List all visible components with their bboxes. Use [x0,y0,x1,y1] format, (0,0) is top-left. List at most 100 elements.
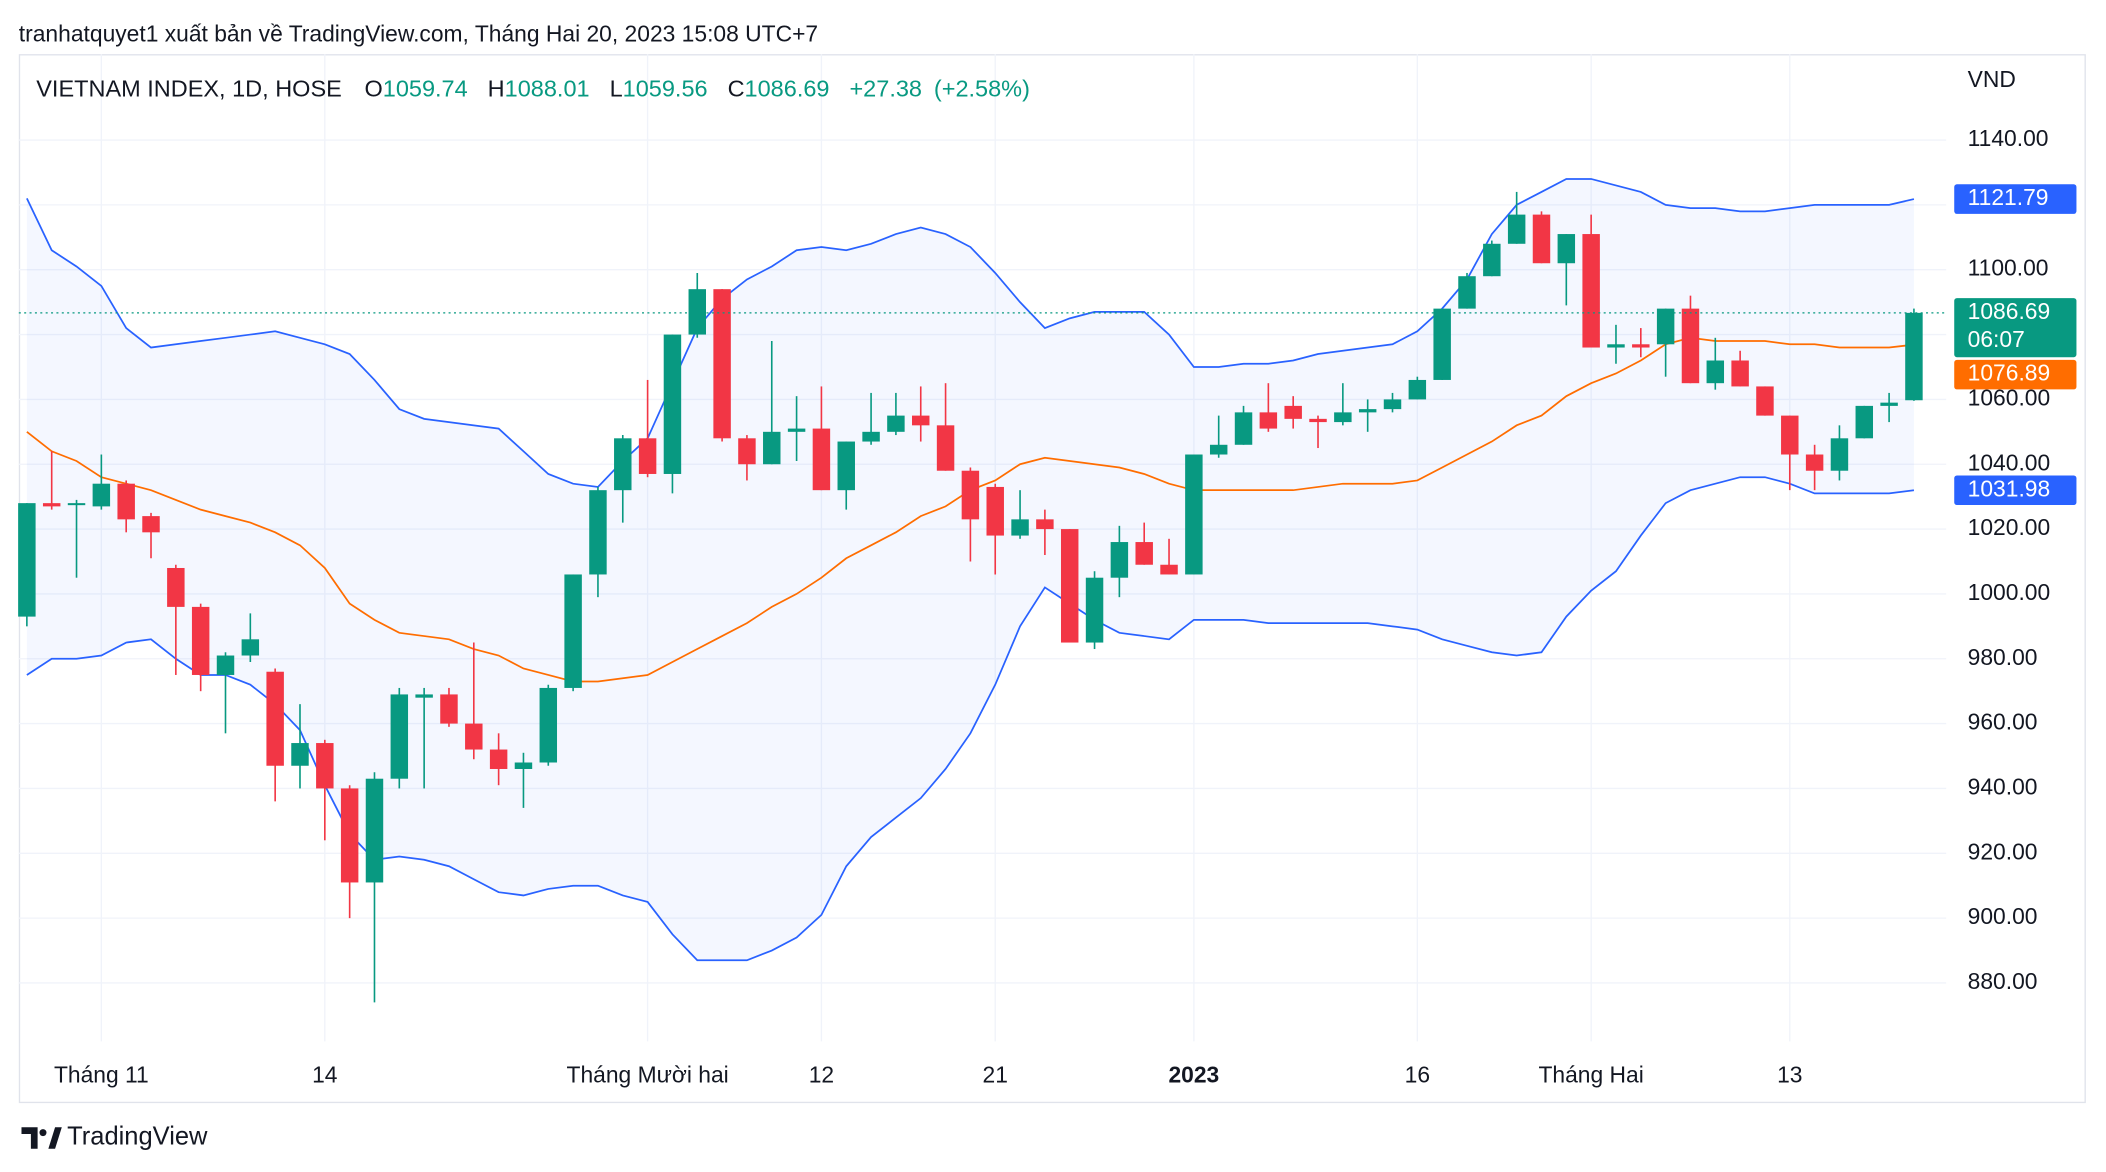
axes: 880.00 900.00 920.00 940.00 960.00 980.00 1000… [54,125,2077,1087]
candle-body [1483,243,1501,277]
candle-body [1582,234,1600,348]
candle-body [1507,214,1526,244]
y-tick-label: 1040.00 [1968,449,2051,475]
brand-name: TradingView [67,1123,208,1151]
y-tick-label: 1020.00 [1968,514,2051,540]
candle-body [291,743,309,766]
candle-body [1855,405,1874,439]
candle-body [1284,405,1302,419]
candle-body [812,428,831,491]
y-tick-label: 880.00 [1968,968,2038,994]
y-tick-label: 900.00 [1968,903,2038,929]
candle-body [390,694,409,779]
candle-body [18,503,36,617]
legend-open-label: O [364,76,382,102]
candle-body [763,431,781,465]
candle-body [1209,444,1228,455]
candle-body [67,503,86,506]
candle-body [1607,344,1625,348]
x-tick-label: 21 [983,1061,1008,1087]
candle-body [1085,577,1104,643]
y-tick-label: 1000.00 [1968,579,2051,605]
candle-body [1681,308,1700,384]
candle-body [564,574,582,688]
legend-low-label: L [610,76,623,102]
candle-body [415,694,433,698]
y-tick-label: 960.00 [1968,709,2038,735]
x-tick-label: 14 [312,1061,338,1087]
candle-body [539,687,558,763]
y-tick-label: 1100.00 [1968,255,2049,281]
candle-body [589,490,607,575]
band-line [26,178,1915,488]
y-tick-label: 940.00 [1968,773,2038,799]
x-tick-label: Tháng Mười hai [567,1061,729,1087]
candle-body [489,749,508,769]
candle-body [961,470,980,520]
candle-body [787,428,806,432]
candle-body [663,334,682,474]
y-axis-unit: VND [1968,66,2016,92]
band-value-label: 1121.79 [1968,184,2049,210]
candle-body [1731,360,1749,387]
x-tick-label: 2023 [1168,1061,1219,1087]
candle-body [216,655,235,675]
candle-body [1110,542,1129,578]
last-price-label: 1086.69 [1968,298,2051,324]
candle-body [1060,529,1079,643]
plot [18,178,1947,1003]
publish-header: tranhatquyet1 xuất bản về TradingView.co… [19,20,818,46]
candle-body [1036,519,1054,530]
candle-body [986,486,1004,536]
candle-body [1557,234,1576,264]
logo-mark [48,1127,62,1149]
candle-body [167,567,185,607]
countdown-label: 06:07 [1968,326,2025,352]
candle-body [1358,409,1377,413]
candle-body [340,788,359,883]
candle-body [440,694,458,724]
candle-body [365,778,384,883]
candle-body [1632,344,1650,348]
x-tick-label: Tháng 11 [54,1061,149,1087]
candle-body [465,723,483,750]
candle-body [142,516,160,533]
candle-body [1905,312,1923,401]
band-value-label: 1076.89 [1968,360,2051,386]
candle-body [1011,519,1029,536]
candle-body [614,438,632,491]
candle-body [266,671,284,766]
legend: VIETNAM INDEX, 1D, HOSE O1059.74 H1088.0… [36,76,1030,102]
candle-body [316,743,334,789]
candle-body [1830,438,1849,471]
legend-symbol: VIETNAM INDEX, 1D, HOSE [36,76,342,102]
candle-body [1185,454,1203,575]
candle-body [1756,386,1774,416]
candle-body [912,415,930,426]
legend-high: 1088.01 [505,76,590,102]
candle-body [688,289,706,335]
candle-body [1135,542,1153,565]
y-tick-label: 920.00 [1968,838,2038,864]
candle-body [887,415,905,432]
candle-body [514,762,533,769]
candle-body [1334,412,1352,423]
legend-open: 1059.74 [383,76,468,102]
x-tick-label: 13 [1777,1061,1802,1087]
legend-low: 1059.56 [623,76,708,102]
candle-body [837,441,855,491]
candle-body [1706,360,1725,384]
candle-body [1880,402,1898,406]
candle-body [117,483,135,520]
candle-body [1656,308,1675,345]
brand-logo [21,1127,62,1149]
candle-body [713,289,731,439]
x-tick-label: Tháng Hai [1538,1061,1643,1087]
candle-body [42,503,61,507]
candle-body [191,606,210,675]
band-value-box [1954,184,2077,214]
logo-dot [39,1129,47,1137]
last-price-box [1954,298,2077,358]
